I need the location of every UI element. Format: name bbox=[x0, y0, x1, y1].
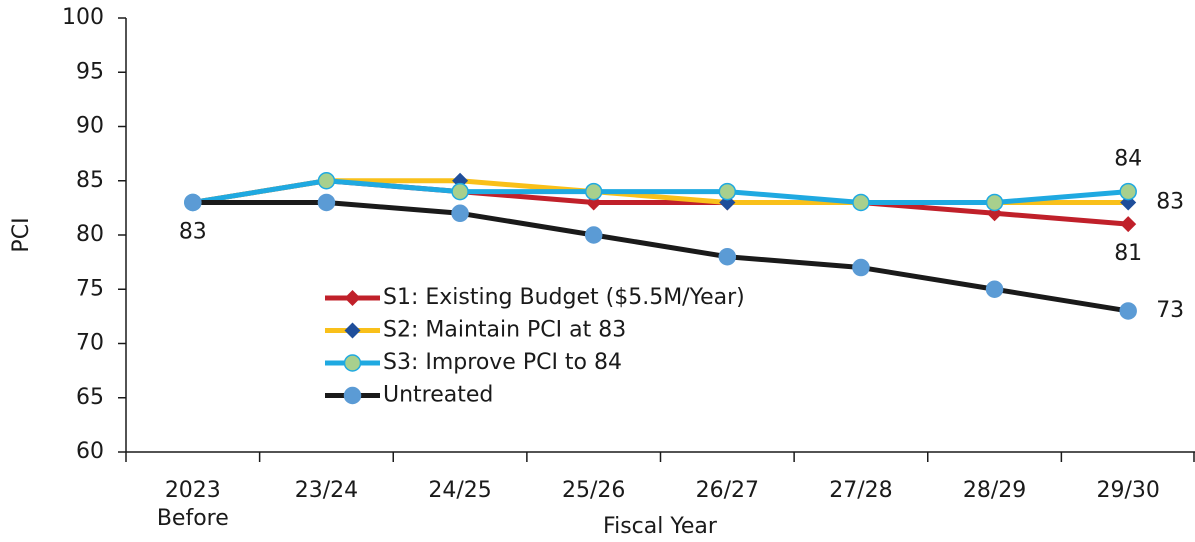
marker bbox=[852, 193, 870, 212]
legend-marker bbox=[344, 322, 361, 339]
legend-label: S1: Existing Budget ($5.5M/Year) bbox=[383, 285, 745, 310]
legend-marker bbox=[344, 290, 361, 306]
legend-marker bbox=[343, 386, 362, 405]
marker bbox=[1120, 216, 1137, 233]
x-tick-label: 28/29 bbox=[963, 478, 1026, 503]
marker bbox=[584, 182, 603, 201]
marker bbox=[1119, 182, 1137, 201]
marker bbox=[317, 193, 336, 212]
x-axis-title: Fiscal Year bbox=[603, 514, 718, 539]
y-tick-label: 75 bbox=[76, 276, 104, 301]
marker bbox=[718, 182, 737, 201]
marker bbox=[985, 193, 1004, 212]
x-tick-label: 29/30 bbox=[1096, 478, 1159, 503]
y-tick-label: 95 bbox=[76, 59, 104, 84]
marker bbox=[451, 182, 469, 201]
x-tick-label: 23/24 bbox=[295, 478, 358, 503]
data-label: 73 bbox=[1156, 298, 1184, 323]
marker bbox=[184, 193, 202, 212]
data-label: 81 bbox=[1114, 241, 1142, 266]
marker bbox=[718, 247, 737, 266]
series-line bbox=[192, 199, 1129, 314]
y-tick-label: 70 bbox=[76, 331, 104, 356]
x-tick-label: 26/27 bbox=[696, 478, 759, 503]
y-tick-label: 100 bbox=[62, 5, 104, 30]
x-tick-label: 27/28 bbox=[829, 478, 892, 503]
y-tick-label: 85 bbox=[76, 168, 104, 193]
y-tick-label: 65 bbox=[76, 385, 104, 410]
x-tick-label: 2023 Before bbox=[157, 478, 229, 531]
marker bbox=[985, 280, 1004, 298]
legend-label: S2: Maintain PCI at 83 bbox=[383, 318, 626, 343]
data-label: 83 bbox=[1156, 189, 1184, 214]
marker bbox=[852, 258, 870, 277]
y-tick-label: 80 bbox=[76, 222, 104, 247]
data-label: 84 bbox=[1114, 147, 1142, 172]
y-axis-title: PCI bbox=[9, 217, 34, 252]
series-line bbox=[192, 178, 1129, 205]
x-tick-label: 24/25 bbox=[428, 478, 491, 503]
legend-marker bbox=[343, 354, 362, 372]
x-tick-label: 25/26 bbox=[562, 478, 625, 503]
y-tick-label: 90 bbox=[76, 114, 104, 139]
legend-label: S3: Improve PCI to 84 bbox=[383, 350, 622, 375]
marker bbox=[1119, 302, 1137, 320]
data-label: 83 bbox=[179, 219, 207, 244]
marker bbox=[584, 226, 603, 244]
marker bbox=[451, 204, 469, 223]
marker bbox=[317, 172, 336, 190]
y-tick-label: 60 bbox=[76, 439, 104, 464]
legend-label: Untreated bbox=[383, 383, 493, 408]
